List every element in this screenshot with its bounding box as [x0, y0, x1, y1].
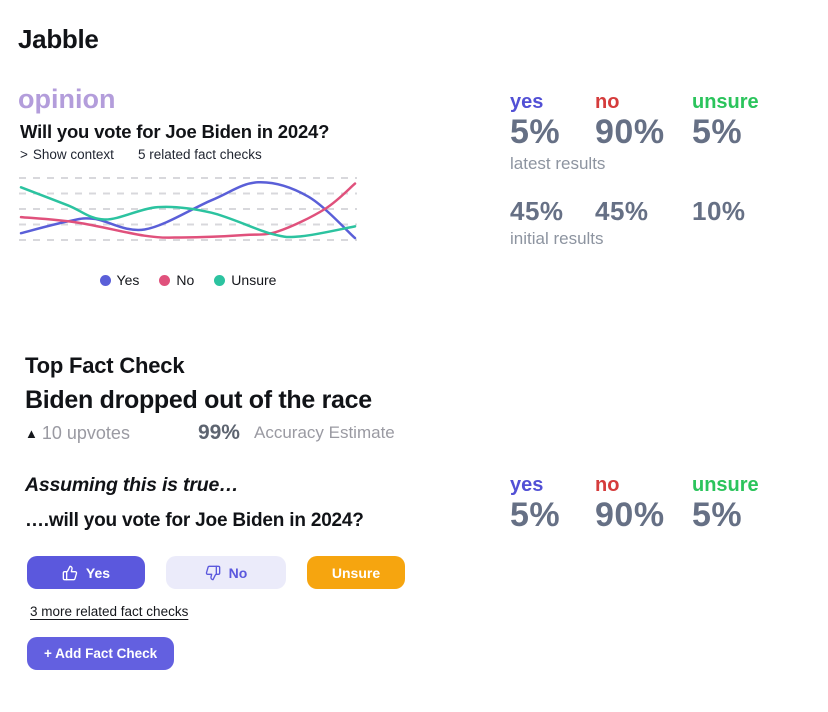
initial-no-value: 45%: [595, 196, 649, 226]
chart-svg: [19, 177, 357, 241]
results-labels-row: yes no unsure: [510, 91, 759, 113]
legend-item-no: No: [159, 272, 194, 288]
initial-unsure-value: 10%: [692, 196, 746, 226]
initial-results-caption: initial results: [510, 228, 604, 248]
show-context-toggle[interactable]: > Show context: [20, 147, 114, 162]
accuracy-value: 99%: [197, 421, 240, 444]
unsure-label: unsure: [692, 474, 759, 496]
app-title: Jabble: [18, 24, 99, 54]
assume-unsure-value: 5%: [692, 496, 743, 534]
context-row: > Show context 5 related fact checks: [20, 147, 262, 162]
vote-yes-button[interactable]: Yes: [27, 556, 145, 589]
more-fact-checks-link[interactable]: 3 more related fact checks: [30, 604, 189, 619]
chevron-right-icon: >: [20, 147, 28, 162]
vote-no-button[interactable]: No: [166, 556, 286, 589]
vote-buttons-row: Yes No Unsure: [27, 556, 405, 589]
upvotes-count: 10 upvotes: [41, 422, 130, 443]
assume-values-row: 5% 90% 5%: [510, 496, 759, 535]
legend-label: No: [176, 272, 195, 288]
initial-values-row: 45% 45% 10%: [510, 196, 746, 227]
fact-check-meta: ▲ 10 upvotes 99% Accuracy Estimate: [25, 421, 395, 445]
vote-yes-label: Yes: [85, 564, 111, 581]
thumbs-down-icon: [205, 565, 220, 580]
legend-label: Unsure: [231, 272, 277, 288]
no-label: no: [595, 91, 620, 113]
chart-legend: Yes No Unsure: [18, 272, 358, 288]
legend-dot-icon: [159, 274, 171, 286]
add-fact-check-button[interactable]: + Add Fact Check: [27, 637, 175, 670]
initial-yes-value: 45%: [510, 196, 564, 226]
latest-no-value: 90%: [595, 113, 665, 151]
legend-item-yes: Yes: [99, 272, 140, 288]
top-fact-check-title: Top Fact Check: [25, 353, 185, 378]
latest-results-caption: latest results: [510, 154, 606, 174]
latest-results-block: yes no unsure 5% 90% 5% latest results: [510, 91, 759, 174]
vote-no-label: No: [228, 564, 248, 581]
vote-question: ….will you vote for Joe Biden in 2024?: [25, 510, 364, 531]
legend-label: Yes: [116, 272, 140, 288]
latest-values-row: 5% 90% 5%: [510, 113, 759, 152]
latest-unsure-value: 5%: [692, 113, 743, 151]
upvote-triangle-icon[interactable]: ▲: [25, 425, 38, 441]
opinion-trend-chart: [18, 172, 358, 244]
fact-check-claim: Biden dropped out of the race: [25, 386, 372, 414]
yes-label: yes: [510, 91, 544, 113]
assume-results-block: yes no unsure 5% 90% 5%: [510, 474, 759, 535]
legend-dot-icon: [99, 274, 111, 286]
assume-no-value: 90%: [595, 496, 665, 534]
assume-yes-value: 5%: [510, 496, 561, 534]
yes-label: yes: [510, 474, 544, 496]
opinion-question: Will you vote for Joe Biden in 2024?: [20, 121, 330, 142]
vote-unsure-label: Unsure: [331, 564, 381, 581]
initial-results-block: 45% 45% 10% initial results: [510, 196, 746, 249]
no-label: no: [595, 474, 620, 496]
opinion-tag: opinion: [18, 84, 116, 114]
accuracy-label: Accuracy Estimate: [253, 423, 395, 442]
related-fact-checks-count: 5 related fact checks: [137, 147, 262, 162]
latest-yes-value: 5%: [510, 113, 561, 151]
show-context-label: Show context: [32, 147, 114, 162]
thumbs-up-icon: [62, 565, 78, 580]
legend-dot-icon: [214, 274, 226, 286]
assumption-line: Assuming this is true…: [25, 474, 239, 496]
legend-item-unsure: Unsure: [214, 272, 276, 288]
assume-labels-row: yes no unsure: [510, 474, 759, 496]
unsure-label: unsure: [692, 91, 759, 113]
vote-unsure-button[interactable]: Unsure: [307, 556, 405, 589]
